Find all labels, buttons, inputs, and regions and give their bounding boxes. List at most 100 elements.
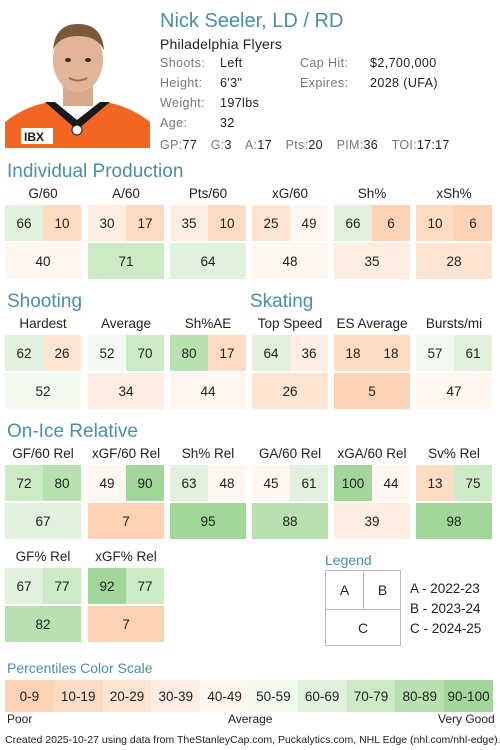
metric-value-a: 62 bbox=[5, 335, 43, 371]
metric-gf-60-rel: GF/60 Rel 72 80 67 bbox=[5, 443, 81, 539]
metric-value-c: 88 bbox=[252, 503, 328, 539]
metric-value-b: 17 bbox=[208, 335, 246, 371]
metric-a-60: A/60 30 17 71 bbox=[88, 183, 164, 279]
metric-value-b: 10 bbox=[208, 205, 246, 241]
color-scale-title: Percentiles Color Scale bbox=[7, 660, 153, 676]
scale-poor-label: Poor bbox=[7, 712, 33, 726]
scale-bucket: 90-100 bbox=[444, 680, 493, 712]
season-statline: GP:77 G:3 A:17 Pts:20 PIM:36 TOI:17:17 bbox=[160, 138, 460, 152]
metric-label: GF/60 Rel bbox=[12, 446, 74, 461]
metric-value-a: 57 bbox=[416, 335, 454, 371]
metric-value-a: 67 bbox=[5, 568, 43, 604]
metric-value-a: 80 bbox=[170, 335, 208, 371]
metric-value-a: 13 bbox=[416, 465, 454, 501]
metric-value-a: 49 bbox=[88, 465, 126, 501]
metric-label: GA/60 Rel bbox=[258, 446, 322, 461]
jersey-patch-text: IBX bbox=[24, 130, 44, 144]
metric-value-b: 61 bbox=[290, 465, 328, 501]
goals-label: G: bbox=[210, 138, 225, 152]
shoots-value: Left bbox=[220, 56, 243, 70]
metric-hardest: Hardest 62 26 52 bbox=[5, 313, 81, 409]
metric-value-a: 25 bbox=[252, 205, 290, 241]
height-value: 6'3" bbox=[220, 76, 243, 90]
metric-value-b: 17 bbox=[126, 205, 164, 241]
pim-label: PIM: bbox=[336, 138, 364, 152]
metric-value-b: 18 bbox=[372, 335, 410, 371]
metric-value-c: 7 bbox=[88, 503, 164, 539]
assists-value: 17 bbox=[257, 138, 272, 152]
shoots-info: Shoots: Left bbox=[160, 56, 242, 70]
metric-label: Top Speed bbox=[257, 316, 323, 331]
points-value: 20 bbox=[308, 138, 323, 152]
metric-value-a: 45 bbox=[252, 465, 290, 501]
legend-b-text: B - 2023-24 bbox=[410, 601, 481, 616]
metric-value-c: 44 bbox=[170, 373, 246, 409]
metric-value-b: 90 bbox=[126, 465, 164, 501]
metric-label: Sh%AE bbox=[184, 316, 232, 331]
metric-label: xSh% bbox=[436, 186, 472, 201]
section-shooting: Shooting bbox=[7, 291, 83, 312]
metric-value-c: 98 bbox=[416, 503, 492, 539]
metric-value-a: 64 bbox=[252, 335, 290, 371]
legend-b: B bbox=[377, 582, 388, 598]
metric-label: G/60 bbox=[28, 186, 58, 201]
metric-value-b: 80 bbox=[43, 465, 81, 501]
metric-value-c: 64 bbox=[170, 243, 246, 279]
section-individual-production: Individual Production bbox=[7, 161, 184, 182]
scale-very-good-label: Very Good bbox=[438, 712, 495, 726]
metric-value-b: 61 bbox=[454, 335, 492, 371]
metric-value-c: 67 bbox=[5, 503, 81, 539]
metric-value-b: 70 bbox=[126, 335, 164, 371]
height-label: Height: bbox=[160, 76, 203, 90]
metric-es-average: ES Average 18 18 5 bbox=[334, 313, 410, 409]
metric-label: ES Average bbox=[336, 316, 408, 331]
metric-value-c: 5 bbox=[334, 373, 410, 409]
weight-value: 197lbs bbox=[220, 96, 260, 110]
scale-bucket: 0-9 bbox=[5, 680, 54, 712]
metric-value-b: 36 bbox=[290, 335, 328, 371]
metric-label: Sh% Rel bbox=[181, 446, 235, 461]
legend-a-text: A - 2022-23 bbox=[410, 581, 480, 596]
pim-value: 36 bbox=[363, 138, 379, 152]
metric-gf-rel: GF% Rel 67 77 82 bbox=[5, 546, 81, 642]
player-team: Philadelphia Flyers bbox=[160, 36, 283, 52]
metric-value-c: 34 bbox=[88, 373, 164, 409]
metric-pts-60: Pts/60 35 10 64 bbox=[170, 183, 246, 279]
scale-bucket: 30-39 bbox=[151, 680, 201, 712]
metric-value-b: 75 bbox=[454, 465, 492, 501]
legend-c: C bbox=[357, 620, 369, 636]
metric-value-c: 71 bbox=[88, 243, 164, 279]
scale-bucket: 70-79 bbox=[346, 680, 396, 712]
metric-label: xGF% Rel bbox=[95, 549, 157, 564]
metric-value-c: 40 bbox=[5, 243, 81, 279]
metric-sh-rel: Sh% Rel 63 48 95 bbox=[170, 443, 246, 539]
expires-value: 2028 (UFA) bbox=[370, 76, 438, 90]
metric-value-a: 100 bbox=[334, 465, 372, 501]
metric-value-c: 95 bbox=[170, 503, 246, 539]
metric-g-60: G/60 66 10 40 bbox=[5, 183, 81, 279]
metric-value-a: 18 bbox=[334, 335, 372, 371]
age-value: 32 bbox=[220, 116, 235, 130]
color-scale: 0-9 10-19 20-29 30-39 40-49 50-59 60-69 70-79 80… bbox=[5, 680, 493, 712]
weight-info: Weight: 197lbs bbox=[160, 96, 259, 110]
metric-value-b: 6 bbox=[454, 205, 492, 241]
scale-bucket: 20-29 bbox=[102, 680, 152, 712]
goals-value: 3 bbox=[224, 138, 232, 152]
metric-value-c: 48 bbox=[252, 243, 328, 279]
toi-value: 17:17 bbox=[416, 138, 450, 152]
metric-xga-60-rel: xGA/60 Rel 100 44 39 bbox=[334, 443, 410, 539]
metric-label: Hardest bbox=[19, 316, 67, 331]
metric-value-b: 6 bbox=[372, 205, 410, 241]
metric-value-a: 10 bbox=[416, 205, 454, 241]
metric-value-a: 30 bbox=[88, 205, 126, 241]
metric-value-c: 47 bbox=[416, 373, 492, 409]
weight-label: Weight: bbox=[160, 96, 205, 110]
gp-value: 77 bbox=[182, 138, 197, 152]
metric-sh-ae: Sh%AE 80 17 44 bbox=[170, 313, 246, 409]
metric-xgf-rel: xGF% Rel 92 77 7 bbox=[88, 546, 164, 642]
metric-value-b: 77 bbox=[43, 568, 81, 604]
legend-title: Legend bbox=[325, 552, 372, 568]
metric-top-speed: Top Speed 64 36 26 bbox=[252, 313, 328, 409]
height-info: Height: 6'3" bbox=[160, 76, 242, 90]
metric-value-c: 26 bbox=[252, 373, 328, 409]
